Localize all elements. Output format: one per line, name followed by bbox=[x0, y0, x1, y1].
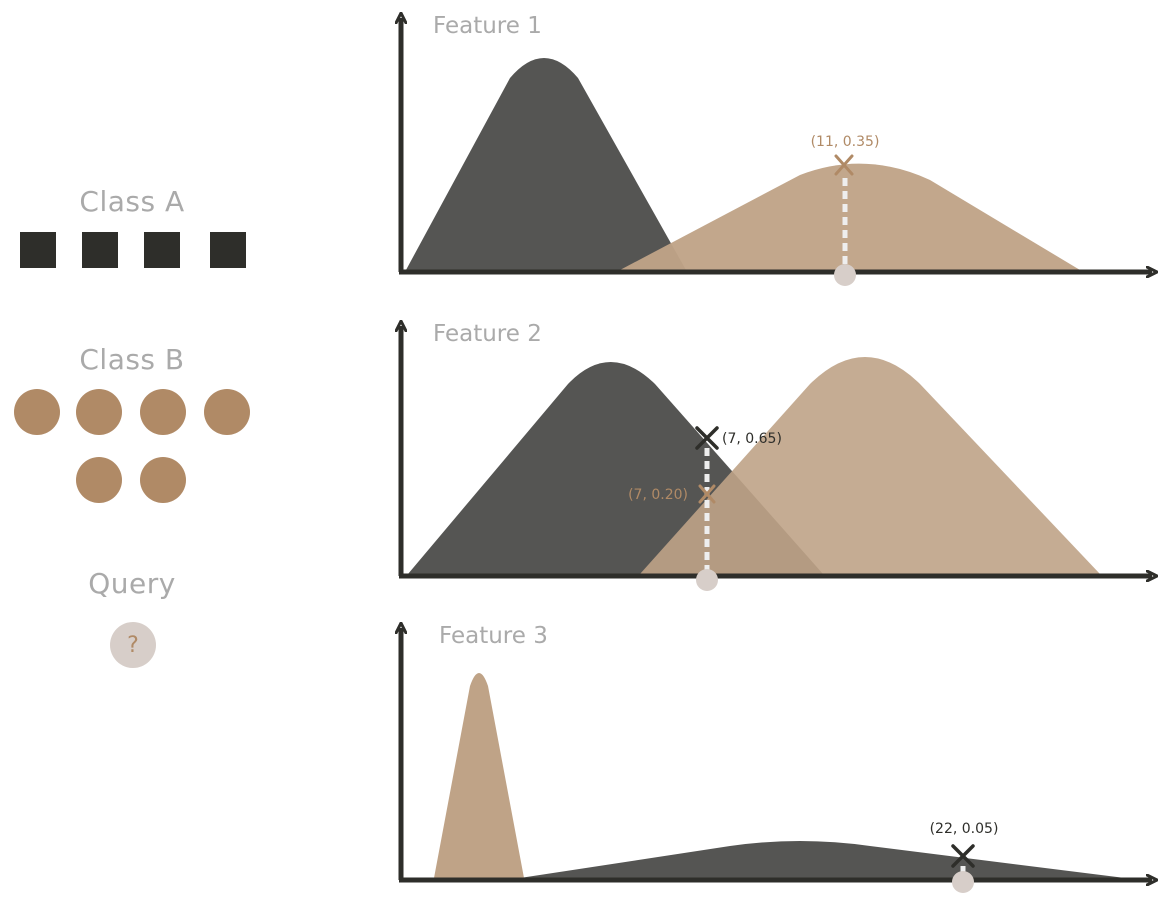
feature-3-annotation: (22, 0.05) bbox=[930, 821, 999, 837]
feature-2-plot: Feature 2 (7, 0.65) (7, 0.20) bbox=[399, 321, 1152, 591]
feature-1-title: Feature 1 bbox=[433, 13, 542, 39]
feature-1-class-b-curve bbox=[620, 163, 1080, 270]
feature-2-class-b-curve bbox=[640, 357, 1100, 574]
feature-2-class-a-annotation: (7, 0.65) bbox=[722, 431, 782, 447]
class-b-sample-4 bbox=[204, 389, 250, 435]
class-a-sample-2 bbox=[82, 232, 118, 268]
class-b-label: Class B bbox=[79, 343, 185, 376]
feature-1-query-point bbox=[834, 264, 856, 286]
class-b-sample-1 bbox=[14, 389, 60, 435]
feature-2-query-point bbox=[696, 569, 718, 591]
class-a-sample-3 bbox=[144, 232, 180, 268]
class-b-sample-2 bbox=[76, 389, 122, 435]
query-icon: ? bbox=[110, 622, 156, 668]
feature-2-title: Feature 2 bbox=[433, 321, 542, 347]
class-a-sample-4 bbox=[210, 232, 246, 268]
class-a-sample-1 bbox=[20, 232, 56, 268]
feature-3-class-a-curve bbox=[520, 841, 1125, 878]
feature-2-class-a-x-mark bbox=[695, 426, 719, 450]
class-b-sample-5 bbox=[76, 457, 122, 503]
query-symbol: ? bbox=[127, 632, 139, 658]
feature-1-annotation: (11, 0.35) bbox=[811, 134, 880, 150]
feature-1-plot: Feature 1 (11, 0.35) bbox=[399, 13, 1152, 286]
feature-2-class-b-x-mark bbox=[698, 484, 716, 504]
feature-2-class-b-annotation: (7, 0.20) bbox=[628, 487, 688, 503]
feature-1-x-mark bbox=[834, 154, 854, 176]
legend: Class A Class B Query ? bbox=[0, 0, 270, 912]
feature-3-plot: Feature 3 (22, 0.05) bbox=[399, 623, 1152, 893]
feature-3-x-mark bbox=[951, 844, 975, 868]
feature-1-class-a-curve bbox=[406, 58, 686, 270]
feature-3-title: Feature 3 bbox=[439, 623, 548, 649]
class-a-label: Class A bbox=[79, 185, 185, 218]
feature-3-query-point bbox=[952, 871, 974, 893]
class-b-sample-6 bbox=[140, 457, 186, 503]
class-b-sample-3 bbox=[140, 389, 186, 435]
query-label: Query bbox=[88, 567, 176, 600]
feature-3-class-b-curve bbox=[434, 673, 524, 878]
